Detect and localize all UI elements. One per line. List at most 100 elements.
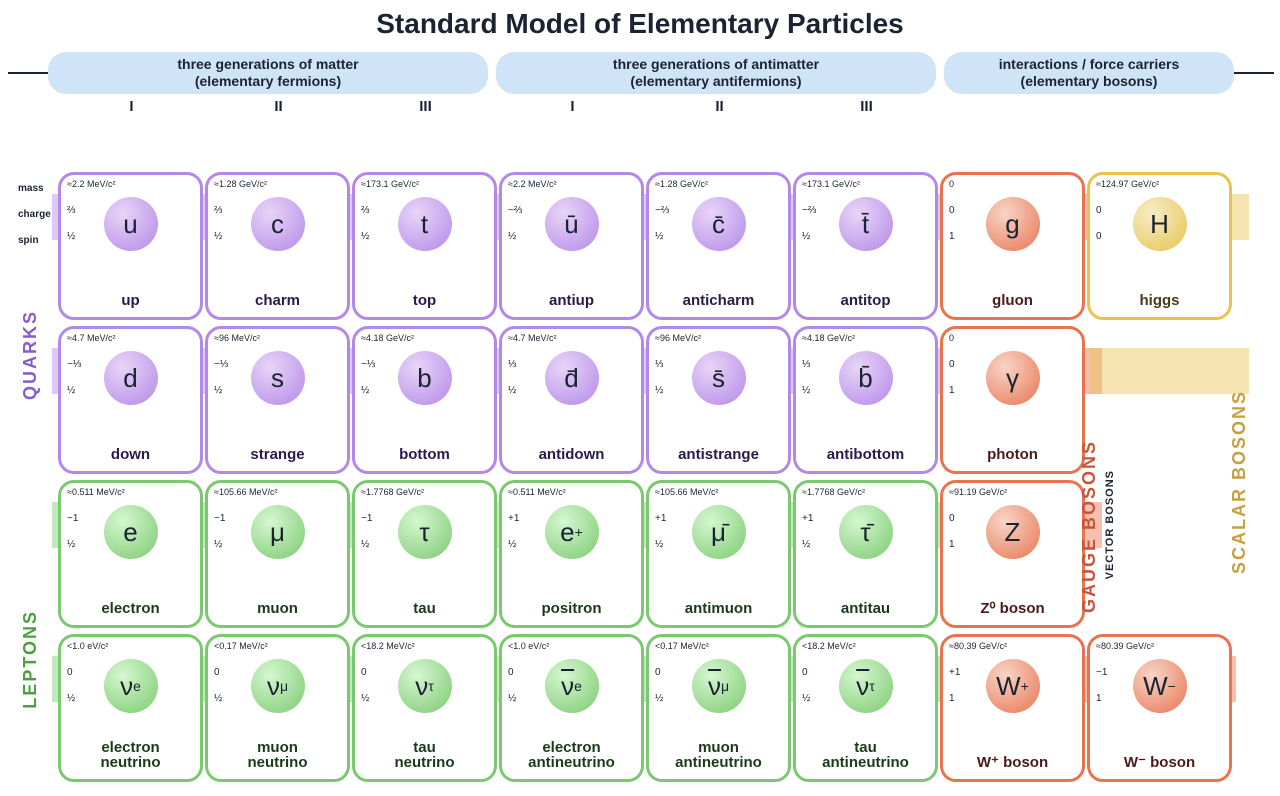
generation-row: IIIIIIIIIIII (58, 98, 1280, 115)
particle-spin: ½ (67, 385, 75, 396)
particle-mass: ≈1.7768 GeV/c² (802, 487, 865, 497)
particle-charge: −⅓ (361, 359, 375, 370)
particle-cell-muon-neutrino: <0.17 MeV/c²0½νμmuonneutrino (205, 634, 350, 782)
particle-charge: −⅔ (508, 205, 522, 216)
particle-symbol: c (251, 197, 305, 251)
leptons-label: LEPTONS (20, 610, 41, 709)
particle-name: muonantineutrino (649, 740, 788, 772)
generation-label: I (499, 98, 646, 115)
particle-cell-charm: ≈1.28 GeV/c²⅔½ccharm (205, 172, 350, 320)
particle-cell-tau-antineutrino: <18.2 MeV/c²0½ντtauantineutrino (793, 634, 938, 782)
particle-cell-muon-antineutrino: <0.17 MeV/c²0½νμmuonantineutrino (646, 634, 791, 782)
particle-name: antidown (502, 447, 641, 463)
particle-charge: −⅔ (655, 205, 669, 216)
particle-charge: +1 (802, 513, 813, 524)
particle-symbol: ū (545, 197, 599, 251)
particle-charge: −1 (214, 513, 225, 524)
particle-name: tauantineutrino (796, 740, 935, 772)
gauge-label: GAUGE BOSONS (1079, 440, 1100, 613)
generation-label: I (58, 98, 205, 115)
particle-charge: +1 (655, 513, 666, 524)
particle-spin: ½ (67, 693, 75, 704)
generation-label: III (352, 98, 499, 115)
particle-cell-antidown: ≈4.7 MeV/c²⅓½d̄antidown (499, 326, 644, 474)
particle-name: bottom (355, 447, 494, 463)
particle-mass: ≈105.66 MeV/c² (655, 487, 718, 497)
particle-spin: ½ (508, 385, 516, 396)
particle-cell-down: ≈4.7 MeV/c²−⅓½ddown (58, 326, 203, 474)
particle-cell-antimuon: ≈105.66 MeV/c²+1½μ̄antimuon (646, 480, 791, 628)
particle-mass: ≈105.66 MeV/c² (214, 487, 277, 497)
scalar-label: SCALAR BOSONS (1229, 390, 1250, 574)
particle-name: electronantineutrino (502, 740, 641, 772)
particle-symbol: ντ (839, 659, 893, 713)
property-labels: mass charge spin (18, 176, 51, 254)
quarks-label: QUARKS (20, 310, 41, 400)
particle-cell-tau: ≈1.7768 GeV/c²−1½τtau (352, 480, 497, 628)
particle-name: antiup (502, 293, 641, 309)
particle-name: down (61, 447, 200, 463)
particle-symbol: Z (986, 505, 1040, 559)
particle-name: up (61, 293, 200, 309)
particle-cell-positron: ≈0.511 MeV/c²+1½e+positron (499, 480, 644, 628)
particle-spin: ½ (214, 693, 222, 704)
mass-label: mass (18, 176, 51, 202)
generation-label: II (205, 98, 352, 115)
particle-symbol: μ̄ (692, 505, 746, 559)
particle-spin: 1 (949, 539, 955, 550)
particle-name: antistrange (649, 447, 788, 463)
particle-mass: <18.2 MeV/c² (361, 641, 415, 651)
particle-charge: ⅔ (67, 205, 75, 216)
particle-mass: ≈2.2 MeV/c² (508, 179, 556, 189)
particle-mass: ≈80.39 GeV/c² (949, 641, 1007, 651)
generation-label: II (646, 98, 793, 115)
particle-spin: ½ (655, 231, 663, 242)
particle-cell-muon: ≈105.66 MeV/c²−1½μmuon (205, 480, 350, 628)
particle-symbol: γ (986, 351, 1040, 405)
particle-name: antitau (796, 601, 935, 617)
particle-mass: ≈4.7 MeV/c² (508, 333, 556, 343)
particle-cell-antistrange: ≈96 MeV/c²⅓½s̄antistrange (646, 326, 791, 474)
particle-spin: 0 (1096, 231, 1102, 242)
particle-mass: ≈0.511 MeV/c² (508, 487, 566, 497)
particle-symbol: t̄ (839, 197, 893, 251)
particle-spin: ½ (214, 385, 222, 396)
header-line (8, 72, 48, 74)
particle-spin: ½ (802, 539, 810, 550)
particle-mass: <1.0 eV/c² (67, 641, 108, 651)
particle-spin: ½ (508, 231, 516, 242)
particle-cell-W⁺-boson: ≈80.39 GeV/c²+11W+W⁺ boson (940, 634, 1085, 782)
particle-charge: −⅓ (67, 359, 81, 370)
header-line (1234, 72, 1274, 74)
particle-cell-Z⁰-boson: ≈91.19 GeV/c²01ZZ⁰ boson (940, 480, 1085, 628)
page-title: Standard Model of Elementary Particles (0, 0, 1280, 40)
particle-charge: 0 (949, 205, 955, 216)
particle-spin: ½ (802, 385, 810, 396)
particle-spin: ½ (361, 385, 369, 396)
particle-cell-antiup: ≈2.2 MeV/c² −⅔ ½ ū antiup (499, 172, 644, 320)
particle-symbol: μ (251, 505, 305, 559)
particle-symbol: c̄ (692, 197, 746, 251)
particle-symbol: W+ (986, 659, 1040, 713)
particle-cell-antitau: ≈1.7768 GeV/c²+1½τ̄antitau (793, 480, 938, 628)
particle-cell-W⁻-boson: ≈80.39 GeV/c²−11W−W⁻ boson (1087, 634, 1232, 782)
particle-spin: ½ (655, 693, 663, 704)
particle-mass: ≈0.511 MeV/c² (67, 487, 125, 497)
particle-spin: ½ (214, 231, 222, 242)
particle-mass: ≈96 MeV/c² (214, 333, 260, 343)
particle-mass: <18.2 MeV/c² (802, 641, 856, 651)
particle-spin: ½ (67, 539, 75, 550)
particle-symbol: e+ (545, 505, 599, 559)
particle-charge: 0 (214, 667, 220, 678)
particle-mass: 0 (949, 179, 954, 189)
particle-charge: +1 (949, 667, 960, 678)
particle-cell-top: ≈173.1 GeV/c²⅔½ttop (352, 172, 497, 320)
particle-name: photon (943, 447, 1082, 463)
particle-cell-strange: ≈96 MeV/c²−⅓½sstrange (205, 326, 350, 474)
particle-cell-anticharm: ≈1.28 GeV/c²−⅔½c̄anticharm (646, 172, 791, 320)
header-antimatter: three generations of antimatter(elementa… (496, 52, 936, 94)
particle-charge: 0 (361, 667, 367, 678)
particle-mass: ≈1.28 GeV/c² (655, 179, 708, 189)
particle-symbol: b̄ (839, 351, 893, 405)
particle-name: muonneutrino (208, 740, 347, 772)
